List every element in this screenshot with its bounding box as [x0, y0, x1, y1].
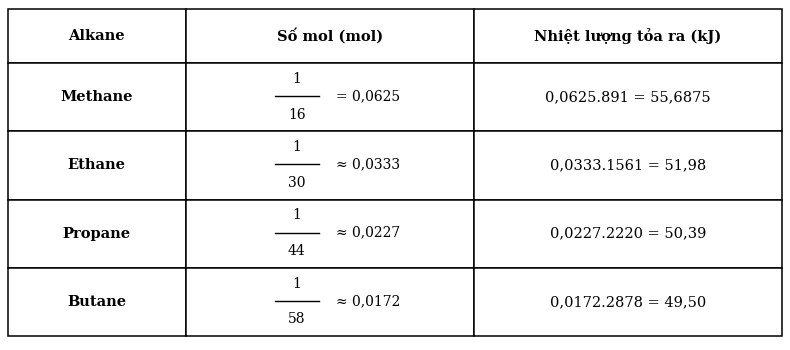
- Text: 30: 30: [288, 176, 306, 190]
- Text: ≈ 0,0172: ≈ 0,0172: [336, 294, 400, 308]
- Text: 0,0172.2878 = 49,50: 0,0172.2878 = 49,50: [550, 295, 706, 309]
- Bar: [474, 199, 782, 268]
- Bar: [186, 63, 474, 131]
- Text: 1: 1: [292, 276, 301, 290]
- Bar: [186, 268, 474, 336]
- Bar: [8, 199, 186, 268]
- Text: Methane: Methane: [61, 90, 133, 104]
- Bar: [186, 199, 474, 268]
- Bar: [474, 131, 782, 200]
- Text: Số mol (mol): Số mol (mol): [276, 28, 383, 44]
- Bar: [474, 268, 782, 336]
- Text: Propane: Propane: [62, 227, 131, 241]
- Text: Ethane: Ethane: [68, 158, 126, 173]
- Text: 16: 16: [288, 108, 306, 122]
- Bar: [8, 131, 186, 200]
- Text: 0,0333.1561 = 51,98: 0,0333.1561 = 51,98: [550, 158, 706, 173]
- Text: 0,0625.891 = 55,6875: 0,0625.891 = 55,6875: [545, 90, 711, 104]
- Bar: [8, 63, 186, 131]
- Bar: [8, 268, 186, 336]
- Text: Alkane: Alkane: [69, 29, 125, 43]
- Text: 58: 58: [288, 313, 306, 326]
- Bar: [186, 9, 474, 63]
- Bar: [474, 63, 782, 131]
- Bar: [474, 9, 782, 63]
- Bar: [186, 131, 474, 200]
- Text: 44: 44: [288, 244, 306, 258]
- Text: ≈ 0,0227: ≈ 0,0227: [336, 226, 400, 240]
- Text: = 0,0625: = 0,0625: [336, 89, 400, 103]
- Text: ≈ 0,0333: ≈ 0,0333: [336, 158, 400, 172]
- Text: Butane: Butane: [67, 295, 126, 309]
- Text: 1: 1: [292, 209, 301, 223]
- Text: 0,0227.2220 = 50,39: 0,0227.2220 = 50,39: [550, 227, 706, 241]
- Text: Nhiệt lượng tỏa ra (kJ): Nhiệt lượng tỏa ra (kJ): [534, 28, 722, 44]
- Bar: [8, 9, 186, 63]
- Text: 1: 1: [292, 72, 301, 86]
- Text: 1: 1: [292, 140, 301, 154]
